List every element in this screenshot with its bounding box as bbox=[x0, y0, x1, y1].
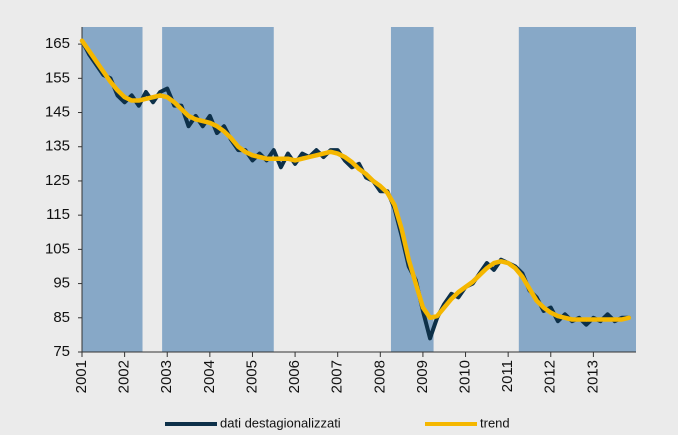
x-tick-label: 2003 bbox=[158, 360, 175, 393]
x-tick-label: 2008 bbox=[371, 360, 388, 393]
y-tick-label: 95 bbox=[53, 275, 70, 292]
x-tick-label: 2012 bbox=[542, 360, 559, 393]
x-tick-label: 2002 bbox=[116, 360, 133, 393]
x-tick-label: 2001 bbox=[73, 360, 90, 393]
x-tick-label: 2010 bbox=[457, 360, 474, 393]
x-tick-label: 2013 bbox=[584, 360, 601, 393]
y-tick-label: 135 bbox=[45, 138, 70, 155]
x-tick-label: 2011 bbox=[499, 360, 516, 392]
x-tick-label: 2009 bbox=[414, 360, 431, 393]
x-tick-label: 2007 bbox=[329, 360, 346, 393]
y-tick-label: 75 bbox=[53, 343, 70, 360]
y-tick-label: 115 bbox=[46, 206, 70, 223]
shaded-band bbox=[390, 27, 434, 352]
x-tick-label: 2005 bbox=[243, 360, 260, 393]
data-line bbox=[79, 38, 632, 322]
x-tick-label: 2006 bbox=[286, 360, 303, 393]
y-tick-label: 165 bbox=[45, 35, 70, 52]
x-tick-label: 2004 bbox=[201, 360, 218, 393]
y-tick-label: 145 bbox=[45, 103, 70, 120]
shaded-band bbox=[162, 27, 274, 352]
legend-label: trend bbox=[480, 415, 510, 430]
legend-label: dati destagionalizzati bbox=[220, 415, 341, 430]
y-tick-label: 155 bbox=[45, 69, 70, 86]
y-tick-label: 105 bbox=[45, 240, 70, 257]
y-tick-label: 125 bbox=[45, 172, 70, 189]
y-tick-label: 85 bbox=[53, 309, 70, 326]
shaded-band bbox=[82, 27, 143, 352]
